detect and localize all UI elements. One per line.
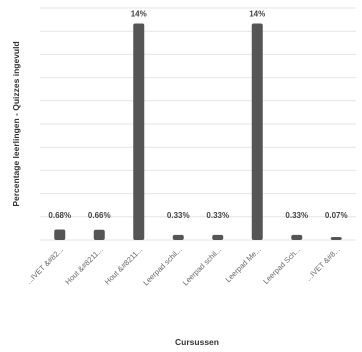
x-tick-label-7: Leerpad Sch... xyxy=(261,245,302,286)
value-label-6: 14% xyxy=(249,9,265,18)
x-tick-label-5: Leerpad schil... xyxy=(181,245,223,287)
bar-6 xyxy=(251,23,263,240)
bar-4 xyxy=(172,234,184,240)
value-label-5: 0.33% xyxy=(206,211,229,220)
value-label-2: 0.66% xyxy=(88,211,111,220)
chart-bars xyxy=(54,23,342,240)
bar-3 xyxy=(133,23,145,240)
x-tick-label-1: ...IVET &#82... xyxy=(24,245,65,286)
bar-2 xyxy=(93,229,105,240)
chart-gridlines xyxy=(40,7,356,241)
x-tick-label-6: Leerpad Me... xyxy=(224,245,263,284)
bar-1 xyxy=(54,229,66,240)
value-label-7: 0.33% xyxy=(285,211,308,220)
bar-5 xyxy=(212,234,224,240)
x-tick-label-2: Hout &#8211... xyxy=(63,245,104,286)
bar-7 xyxy=(291,234,303,240)
x-tick-label-8: ...IVET &#8... xyxy=(304,245,342,283)
x-axis-title: Cursussen xyxy=(175,337,219,347)
value-label-3: 14% xyxy=(131,9,147,18)
bar-8 xyxy=(330,237,342,240)
y-axis-title: Percentage leerlingen - Quizzes ingevuld xyxy=(11,41,21,206)
value-label-1: 0.68% xyxy=(48,211,71,220)
x-tick-label-4: Leerpad schil... xyxy=(141,245,183,287)
value-label-8: 0.07% xyxy=(325,211,348,220)
value-label-4: 0.33% xyxy=(167,211,190,220)
x-tick-label-3: Hout &#8211... xyxy=(103,245,144,286)
chart-x-tick-labels: ...IVET &#82...Hout &#8211...Hout &#8211… xyxy=(24,245,341,287)
chart-value-labels: 0.68% 0.66% 14% 0.33% 0.33% 14% 0.33% 0.07% xyxy=(48,9,347,220)
